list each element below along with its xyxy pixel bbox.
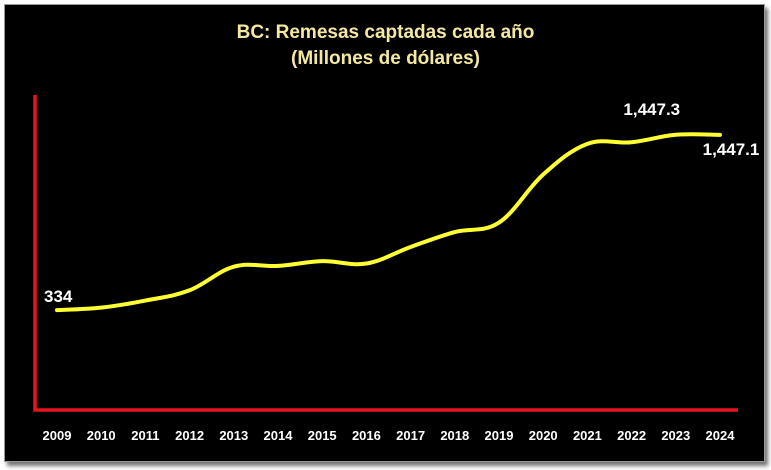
chart-frame	[4, 4, 765, 462]
chart-axes	[33, 95, 738, 412]
data-label-2024: 1,447.1	[703, 140, 760, 159]
x-tick-label-2011: 2011	[131, 428, 159, 443]
x-tick-label-2014: 2014	[264, 428, 294, 443]
chart-subtitle: (Millones de dólares)	[291, 48, 480, 69]
x-tick-label-2012: 2012	[175, 428, 204, 443]
x-tick-label-2024: 2024	[706, 428, 736, 443]
series-line-group	[55, 132, 722, 313]
series-line	[55, 132, 722, 313]
x-tick-label-2018: 2018	[440, 428, 469, 443]
x-tick-label-2010: 2010	[87, 428, 116, 443]
x-tick-label-2017: 2017	[396, 428, 425, 443]
x-tick-label-2009: 2009	[43, 428, 72, 443]
x-tick-label-2013: 2013	[219, 428, 248, 443]
data-label-2023: 1,447.3	[623, 100, 680, 119]
x-tick-label-2015: 2015	[308, 428, 337, 443]
data-label-2009: 334	[44, 287, 73, 306]
x-tick-label-2016: 2016	[352, 428, 381, 443]
x-tick-label-2023: 2023	[661, 428, 690, 443]
x-tick-label-2020: 2020	[529, 428, 558, 443]
data-labels: 334 1,447.3 1,447.1	[44, 100, 759, 306]
x-tick-labels: 2009 2010 2011 2012 2013 2014 2015 2016 2017 2018…	[43, 428, 736, 443]
x-tick-label-2021: 2021	[573, 428, 602, 443]
x-tick-label-2022: 2022	[617, 428, 646, 443]
x-tick-label-2019: 2019	[485, 428, 514, 443]
chart-title: BC: Remesas captadas cada año	[236, 22, 535, 43]
